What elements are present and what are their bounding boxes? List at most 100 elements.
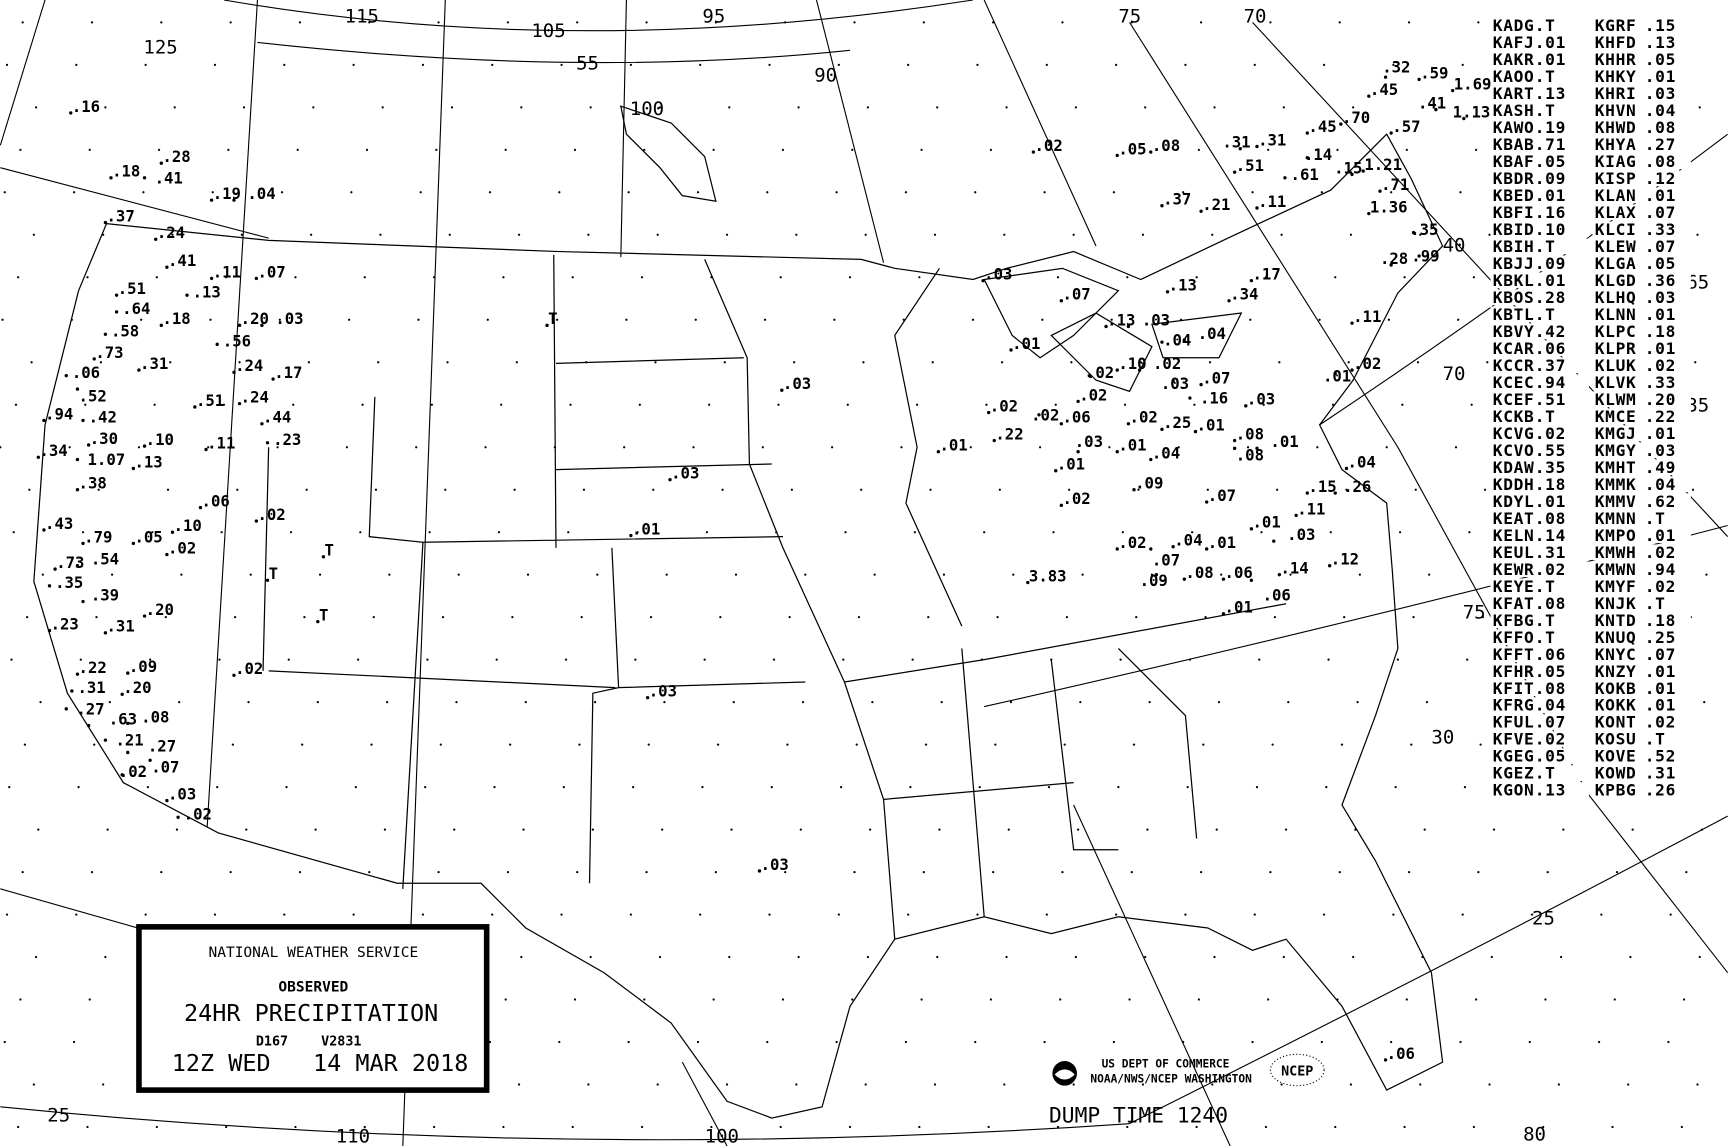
station-value: .01 [1012, 334, 1040, 353]
station-value: 3.83 [1029, 566, 1067, 585]
station-value: .15 [1308, 477, 1336, 496]
station-id: KOKK [1595, 696, 1637, 715]
grid-dot [904, 1040, 908, 1044]
station-dot [1115, 368, 1119, 372]
station-precip: .04 [1645, 101, 1676, 120]
grid-dot [86, 276, 89, 279]
grid-dot [1050, 658, 1053, 661]
station-precip: .02 [1645, 356, 1676, 375]
grid-dot [491, 63, 494, 66]
station-dot [254, 276, 259, 281]
grid-dot [772, 658, 776, 661]
station-precip: .T [1535, 237, 1556, 256]
grid-dot [484, 446, 487, 449]
grid-dot [365, 148, 369, 151]
grid-dot [705, 531, 709, 534]
grid-dot [799, 828, 802, 831]
station-dot [86, 723, 91, 728]
station-precip: .16 [1535, 203, 1566, 222]
station-dot [1305, 491, 1309, 495]
station-dot [1031, 150, 1036, 154]
grid-dot [649, 616, 653, 619]
grid-dot [21, 21, 24, 24]
station-precip: .T [1645, 509, 1666, 528]
station-value: .17 [1253, 265, 1281, 284]
station-value: .03 [1161, 374, 1189, 393]
station-precip: .02 [1645, 543, 1676, 562]
station-dot [1227, 299, 1231, 303]
station-id: KELN [1493, 526, 1535, 545]
grid-dot [517, 1083, 521, 1086]
station-precip: .T [1535, 628, 1556, 647]
station-value: .02 [1086, 363, 1114, 382]
station-dot [1059, 299, 1064, 303]
station-value: .08 [1236, 424, 1264, 443]
station-id: KLGD [1595, 271, 1637, 290]
station-id: KLWM [1595, 390, 1637, 409]
noaa-logo-icon [1052, 1061, 1077, 1086]
station-value: .23 [51, 614, 79, 633]
station-precip: .01 [1535, 492, 1566, 511]
grid-dot [515, 361, 518, 364]
grid-dot [108, 701, 111, 704]
station-id: KMGJ [1595, 424, 1637, 443]
grid-dot [1182, 1040, 1185, 1044]
grid-dot [857, 616, 861, 619]
grid-dot [247, 701, 250, 704]
grid-dot [1199, 870, 1203, 874]
grid-dot [913, 531, 916, 534]
station-id: KMMV [1595, 492, 1637, 511]
station-precip: .03 [1645, 288, 1676, 307]
grid-dot [1074, 106, 1077, 109]
grid-dot [1065, 616, 1069, 619]
grid-dot [712, 148, 715, 151]
station-id: KMMK [1595, 475, 1637, 494]
grid-dot [17, 276, 20, 279]
grid-dot [1126, 276, 1129, 279]
table-row: KCEC .94 [1490, 373, 1589, 392]
grid-dot [853, 870, 856, 874]
grid-dot [39, 701, 42, 704]
grid-dot [1076, 828, 1080, 831]
grid-dot [625, 318, 628, 321]
grid-dot [924, 743, 928, 746]
station-dot [103, 332, 108, 336]
table-row: KEWR .02 [1490, 560, 1589, 579]
grid-dot [553, 446, 556, 449]
station-value: .79 [84, 527, 112, 546]
grid-dot [88, 998, 91, 1001]
grid-dot [719, 616, 722, 619]
station-id: KLHQ [1595, 288, 1637, 307]
ncep-logo-text: NCEP [1281, 1065, 1313, 1080]
station-value: T [319, 606, 328, 625]
grid-dot [1403, 1125, 1406, 1129]
grid-dot [1211, 1083, 1214, 1086]
station-dot [992, 438, 996, 443]
grid-dot [1559, 955, 1563, 959]
station-dot [1411, 230, 1416, 235]
grid-dot [102, 1083, 105, 1086]
grid-dot [1329, 531, 1332, 534]
station-id: KONT [1595, 713, 1637, 732]
grid-dot [520, 106, 523, 109]
station-value: .58 [111, 322, 139, 341]
station-dot [1026, 580, 1030, 585]
station-id: KFUL [1493, 713, 1535, 732]
grid-dot [1260, 531, 1263, 534]
table-row: KLPR .01 [1592, 339, 1691, 358]
grid-dot [1059, 148, 1062, 151]
grid-dot [354, 785, 357, 789]
grid-dot [1287, 701, 1290, 704]
station-dot [1171, 545, 1175, 549]
grid-dot [994, 743, 997, 746]
station-precip: .01 [1645, 305, 1676, 324]
station-precip: .09 [1535, 254, 1566, 273]
grid-dot [72, 191, 76, 194]
grid-dot [1419, 233, 1422, 236]
grid-dot [940, 701, 943, 704]
station-precip: .05 [1645, 50, 1676, 69]
grid-dot [1358, 573, 1361, 576]
station-dot [1283, 176, 1287, 180]
station-dot [271, 377, 275, 381]
grid-dot [1421, 106, 1424, 109]
